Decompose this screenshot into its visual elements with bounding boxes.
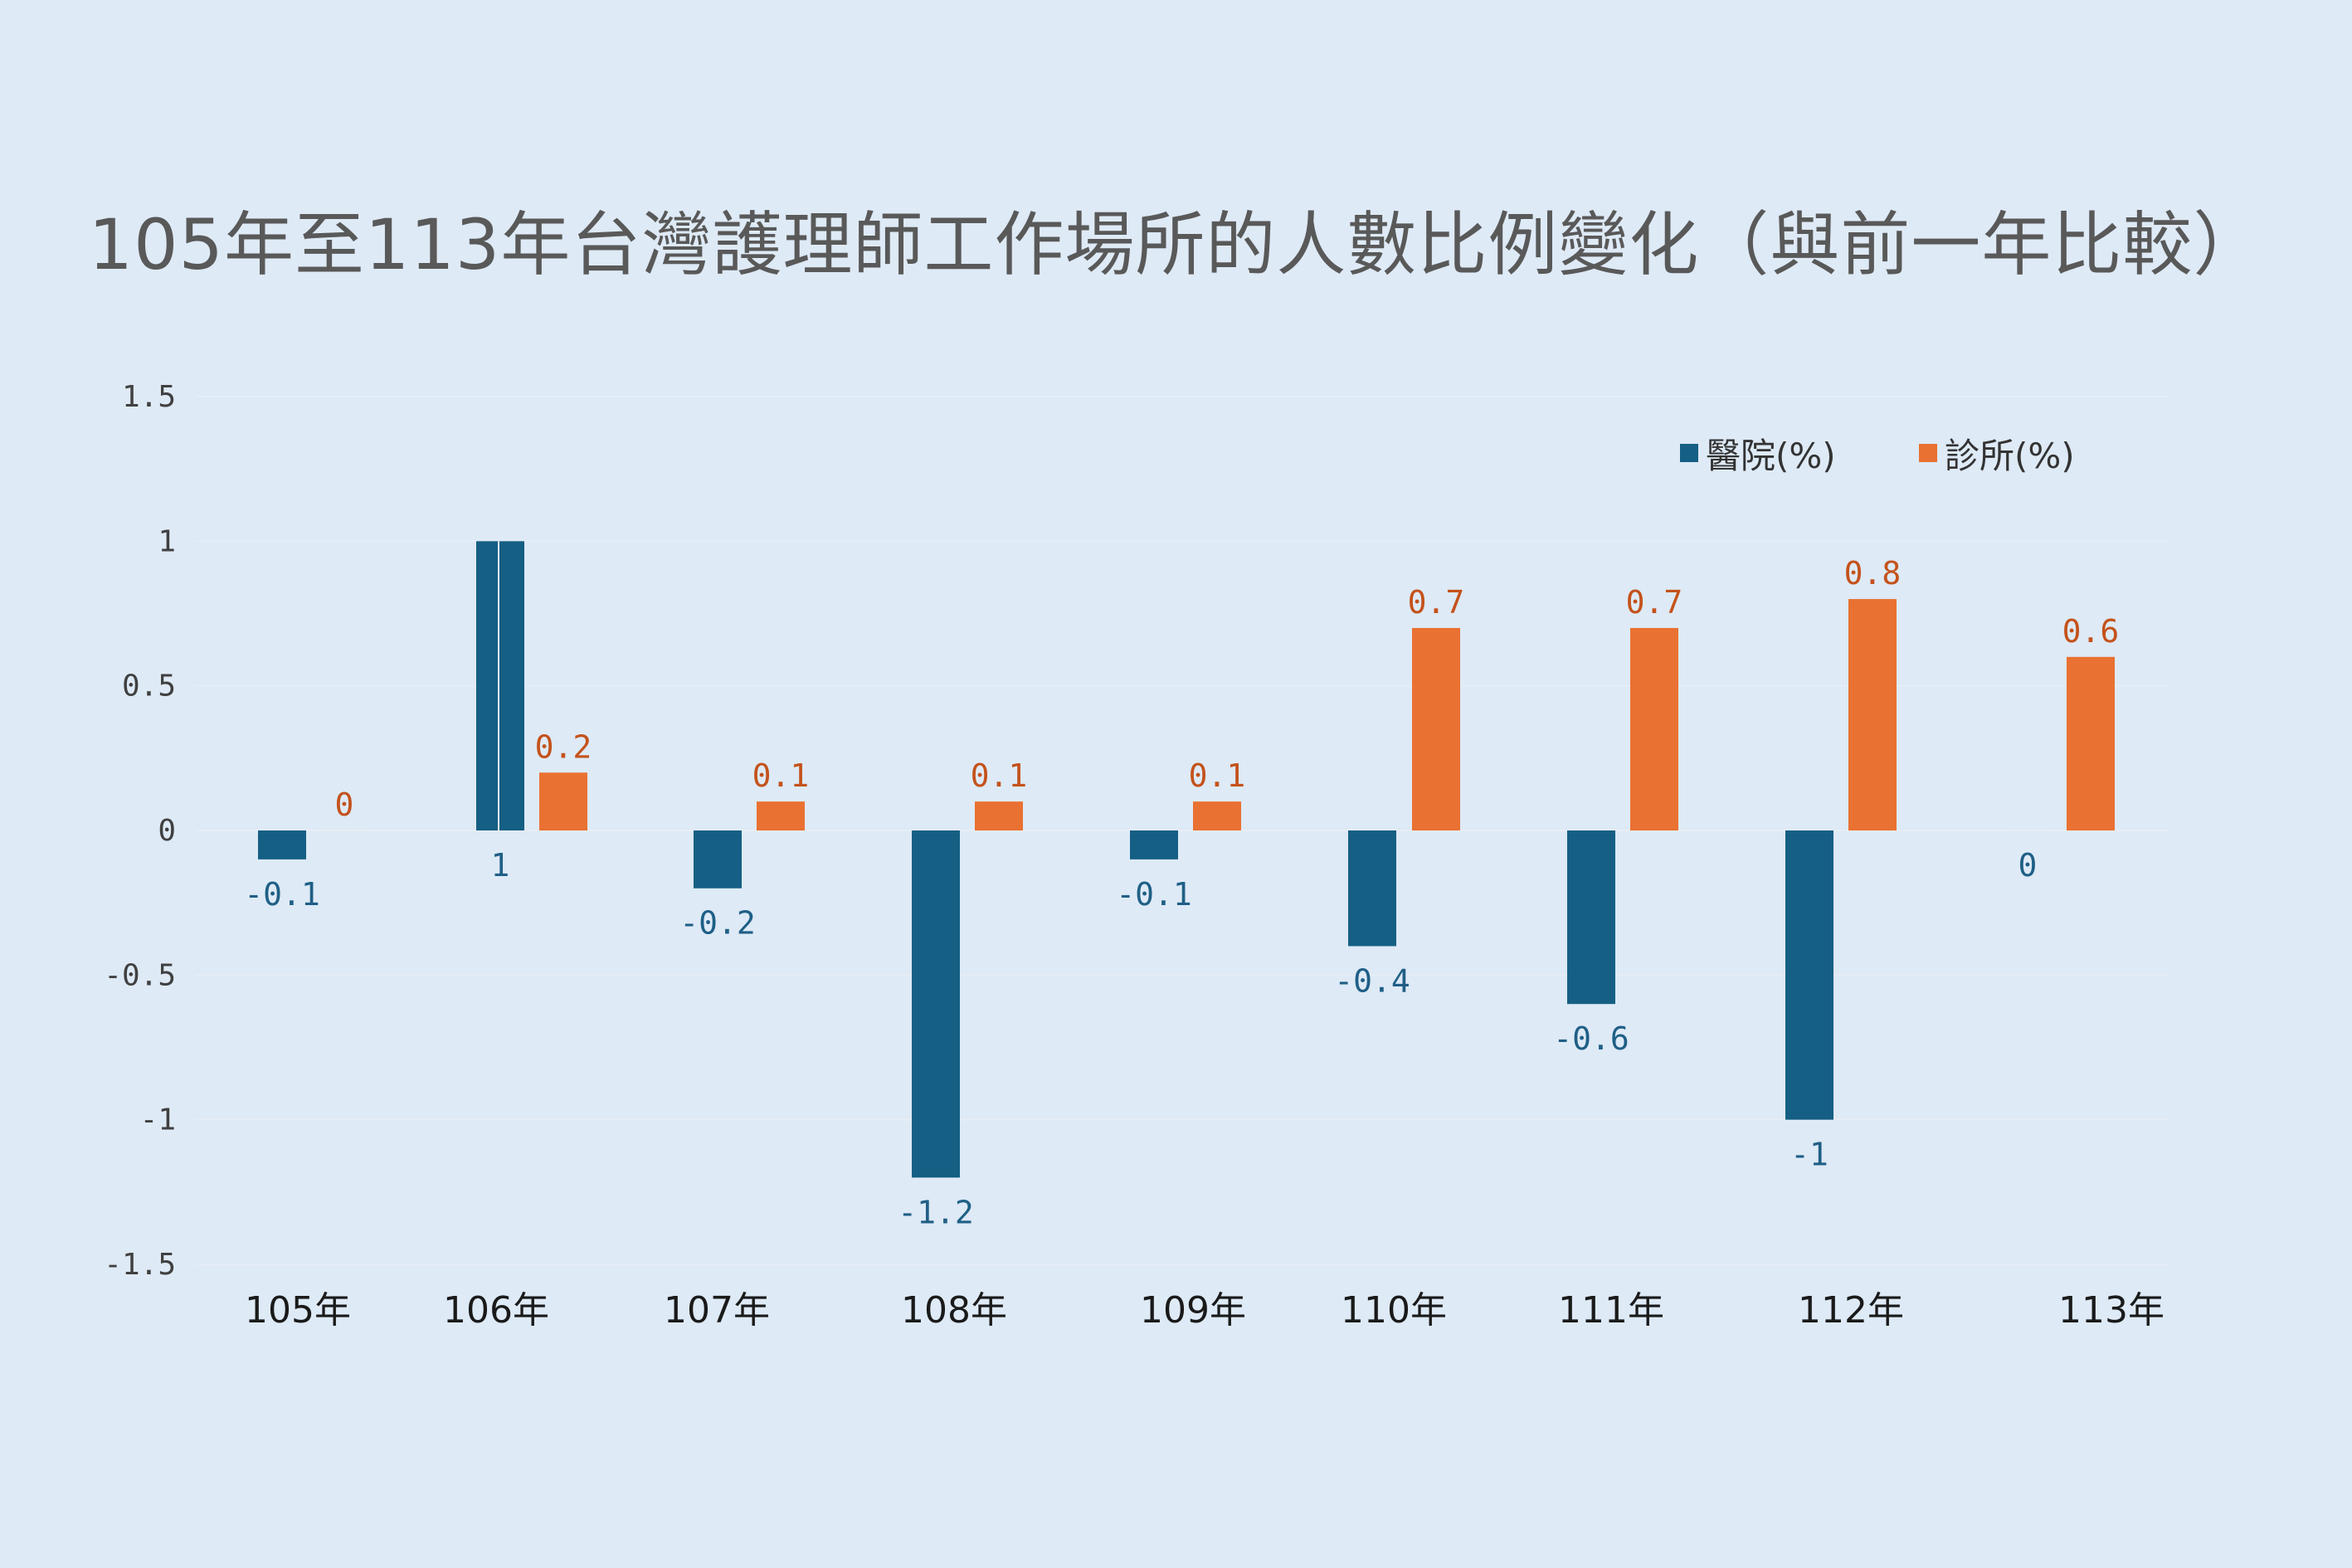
clinic-bar — [1193, 801, 1241, 830]
x-category-label: 111年 — [1558, 1289, 1664, 1332]
hospital-data-label: -0.2 — [679, 905, 756, 942]
legend-label-hospital: 醫院(%) — [1706, 436, 1836, 476]
y-tick-label: -1 — [140, 1103, 176, 1137]
clinic-data-label: 0.6 — [2062, 613, 2120, 650]
hospital-data-label: -0.1 — [244, 876, 320, 913]
y-tick-label: 0.5 — [122, 670, 176, 704]
hospital-data-label: -0.4 — [1334, 962, 1410, 999]
clinic-bar — [1412, 627, 1460, 830]
clinic-data-label: 0 — [335, 786, 354, 823]
hospital-data-label: -1 — [1790, 1137, 1829, 1173]
y-tick-label: 1.5 — [122, 380, 176, 414]
x-category-label: 106年 — [443, 1289, 549, 1332]
hospital-bar — [476, 541, 524, 830]
x-category-label: 109年 — [1140, 1289, 1246, 1332]
clinic-bar — [539, 772, 587, 830]
clinic-bar — [1630, 627, 1678, 830]
x-category-label: 107年 — [664, 1289, 770, 1332]
hospital-data-label: 0 — [2018, 847, 2038, 884]
hospital-bar — [1348, 830, 1396, 947]
x-category-label: 110年 — [1341, 1289, 1447, 1332]
clinic-data-label: 0.1 — [971, 757, 1028, 794]
y-tick-label: 1 — [158, 524, 176, 558]
clinic-data-label: 0.2 — [535, 728, 592, 765]
hospital-bar — [1567, 830, 1615, 1005]
clinic-data-label: 0.7 — [1408, 584, 1465, 621]
hospital-data-label: -0.6 — [1553, 1020, 1629, 1057]
hospital-data-label: -1.2 — [898, 1194, 974, 1230]
clinic-data-label: 0.7 — [1626, 584, 1683, 621]
x-category-label: 112年 — [1798, 1289, 1904, 1332]
y-tick-label: 0 — [158, 814, 176, 848]
hospital-data-label: -0.1 — [1116, 876, 1192, 913]
clinic-data-label: 0.1 — [752, 757, 810, 794]
clinic-bar — [2067, 656, 2115, 830]
clinic-bar — [975, 801, 1023, 830]
chart-title: 105年至113年台灣護理師工作場所的人數比例變化（與前一年比較） — [88, 204, 2264, 285]
legend-label-clinic: 診所(%) — [1945, 436, 2075, 476]
hospital-bar — [258, 830, 306, 859]
hospital-bar — [694, 830, 742, 889]
hospital-data-label: 1 — [491, 847, 510, 884]
x-category-label: 108年 — [901, 1289, 1007, 1332]
x-category-label: 105年 — [245, 1289, 351, 1332]
hospital-bar — [1785, 830, 1833, 1120]
y-tick-label: -1.5 — [104, 1248, 176, 1282]
clinic-data-label: 0.8 — [1844, 555, 1902, 592]
clinic-bar — [1848, 599, 1897, 830]
x-category-label: 113年 — [2058, 1289, 2165, 1332]
legend-swatch-clinic — [1919, 444, 1937, 462]
hospital-bar — [912, 830, 960, 1178]
clinic-bar — [757, 801, 805, 830]
legend-swatch-hospital — [1680, 444, 1698, 462]
hospital-bar — [1130, 830, 1178, 859]
y-tick-label: -0.5 — [104, 958, 176, 992]
clinic-data-label: 0.1 — [1189, 757, 1246, 794]
